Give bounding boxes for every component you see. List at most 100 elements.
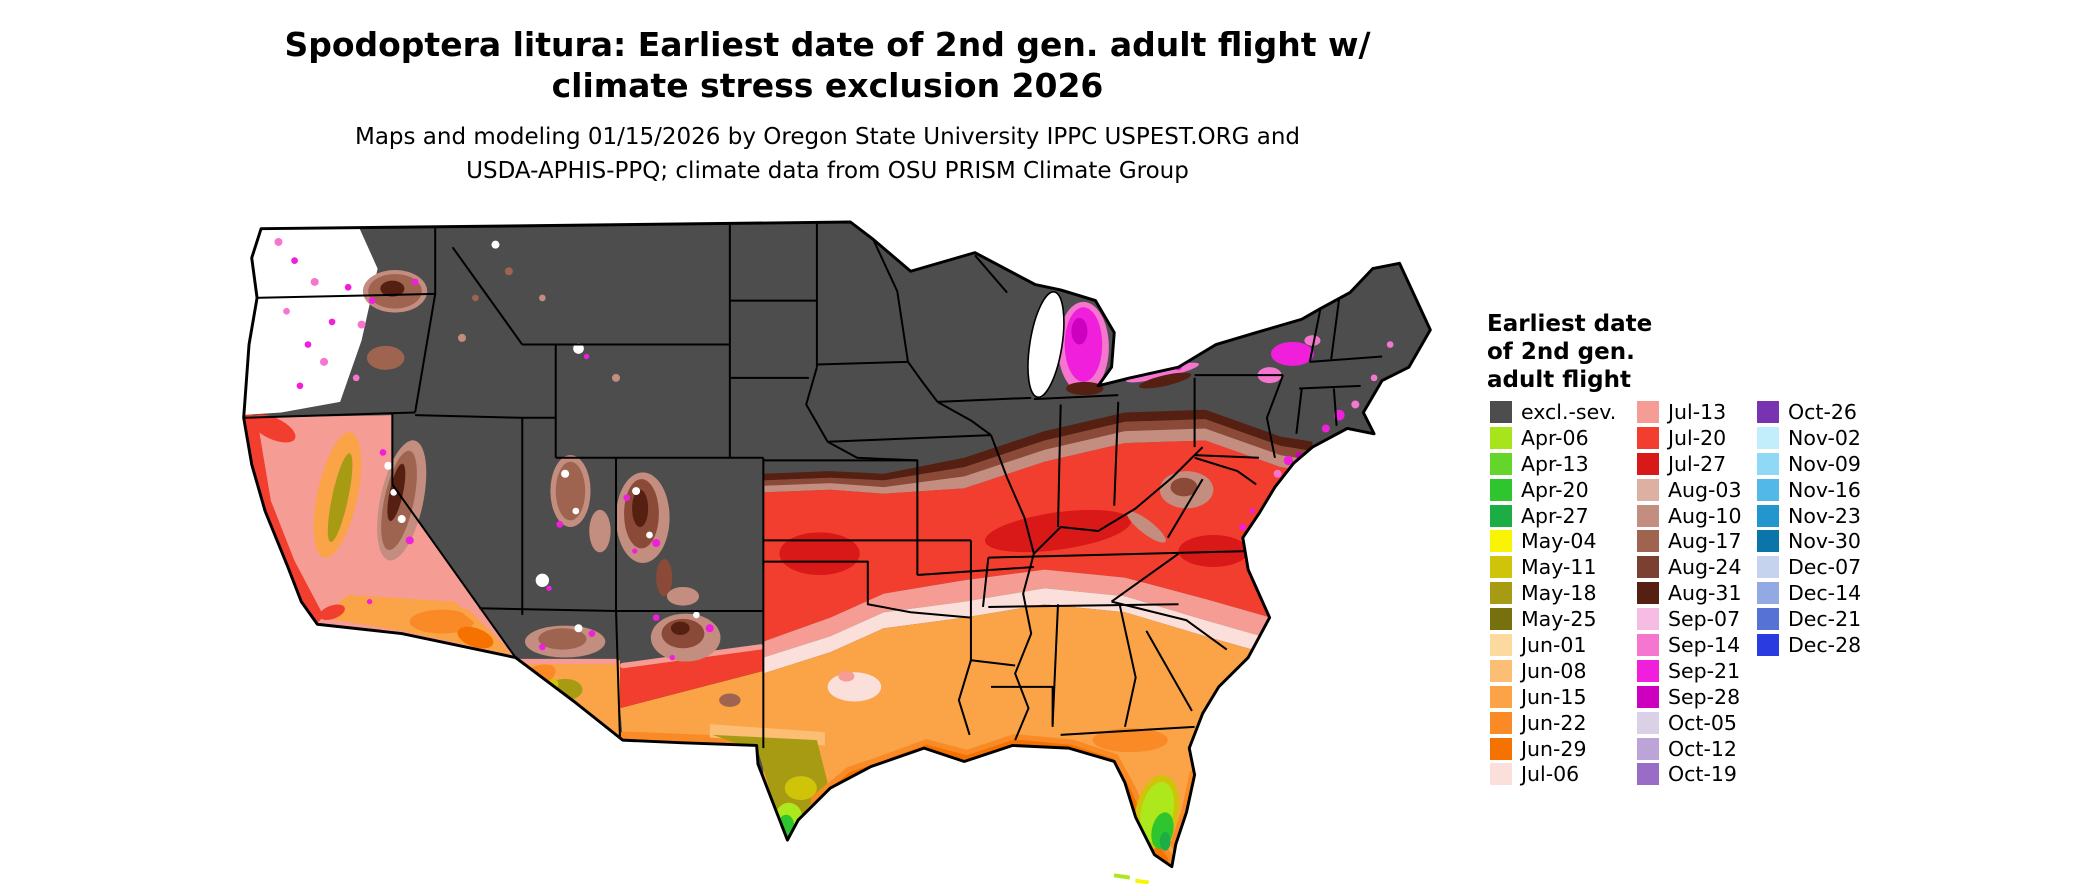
legend-swatch: [1757, 400, 1779, 423]
us-map: [242, 220, 1432, 884]
legend-item: Nov-30: [1757, 528, 1861, 554]
legend-label: Oct-12: [1668, 736, 1737, 761]
legend-label: May-18: [1521, 581, 1597, 606]
us-outline: [242, 220, 1432, 869]
legend-item: Aug-24: [1637, 554, 1742, 580]
legend-swatch: [1490, 737, 1512, 760]
legend-column-3: Oct-26 Nov-02 Nov-09 Nov-16 Nov-23 Nov-30 Dec-…: [1757, 399, 1861, 658]
legend-swatch: [1490, 582, 1512, 605]
state-borders: [243, 221, 1383, 749]
legend-item: Dec-14: [1757, 580, 1861, 606]
florida-region: [1134, 775, 1180, 851]
legend-item: Nov-16: [1757, 477, 1861, 503]
legend-swatch: [1757, 478, 1779, 501]
legend-swatch: [1757, 504, 1779, 527]
legend-swatch: [1490, 763, 1512, 786]
legend-swatch: [1637, 608, 1659, 631]
legend-swatch: [1637, 763, 1659, 786]
legend-column-2: Jul-13 Jul-20 Jul-27 Aug-03 Aug-10 Aug-17 Aug-…: [1637, 399, 1742, 787]
legend-label: Dec-07: [1788, 555, 1862, 580]
legend-label: Jun-01: [1521, 632, 1587, 657]
page-title: Spodoptera litura: Earliest date of 2nd …: [0, 24, 1655, 106]
legend-label: Nov-02: [1788, 425, 1861, 450]
legend-swatch: [1757, 426, 1779, 449]
legend-swatch: [1490, 659, 1512, 682]
legend-item: Jun-29: [1490, 736, 1616, 762]
legend-title-line-1: Earliest date: [1487, 311, 1653, 337]
legend-label: Apr-20: [1521, 477, 1589, 502]
midwest-magenta-region: [1057, 301, 1200, 396]
northeast-magenta-region: [1257, 335, 1394, 478]
legend-title: Earliest date of 2nd gen. adult flight: [1487, 310, 1652, 394]
legend-item: Aug-10: [1637, 503, 1742, 529]
legend-swatch: [1490, 530, 1512, 553]
legend-item: Jun-08: [1490, 658, 1616, 684]
legend-item: May-04: [1490, 528, 1616, 554]
legend-label: Sep-07: [1668, 607, 1741, 632]
legend-label: Nov-23: [1788, 503, 1861, 528]
legend-label: May-11: [1521, 555, 1597, 580]
legend-swatch: [1637, 659, 1659, 682]
legend-title-line-3: adult flight: [1487, 367, 1632, 393]
legend-item: Aug-31: [1637, 580, 1742, 606]
legend-label: Jun-08: [1521, 658, 1587, 683]
legend-item: Jun-15: [1490, 684, 1616, 710]
legend-swatch: [1637, 400, 1659, 423]
legend-swatch: [1637, 582, 1659, 605]
legend-item: Apr-13: [1490, 451, 1616, 477]
legend-item: Nov-02: [1757, 425, 1861, 451]
legend-label: Oct-26: [1788, 399, 1857, 424]
legend-label: Jun-22: [1521, 710, 1587, 735]
legend-item: Jun-01: [1490, 632, 1616, 658]
legend-swatch: [1637, 478, 1659, 501]
legend-swatch: [1637, 530, 1659, 553]
legend-item: Jul-27: [1637, 451, 1742, 477]
legend-item: May-18: [1490, 580, 1616, 606]
legend-item: Oct-19: [1637, 761, 1742, 787]
legend-item: Jul-20: [1637, 425, 1742, 451]
legend-label: Jul-27: [1668, 451, 1727, 476]
legend-label: Sep-28: [1668, 684, 1741, 709]
legend-label: Sep-21: [1668, 658, 1741, 683]
legend-label: Jul-13: [1668, 399, 1727, 424]
florida-keys: [1113, 873, 1149, 884]
legend-swatch: [1490, 452, 1512, 475]
legend-swatch: [1637, 685, 1659, 708]
legend-label: Aug-17: [1668, 529, 1742, 554]
legend-label: May-04: [1521, 529, 1597, 554]
legend-item: Jun-22: [1490, 710, 1616, 736]
legend-swatch: [1637, 426, 1659, 449]
pnw-region: [243, 221, 428, 416]
legend-item: Jul-13: [1637, 399, 1742, 425]
legend-swatch: [1757, 556, 1779, 579]
legend-item: Oct-26: [1757, 399, 1861, 425]
legend-label: Jun-15: [1521, 684, 1587, 709]
legend-swatch: [1490, 711, 1512, 734]
rockies-region: [457, 240, 700, 606]
legend-item: Sep-21: [1637, 658, 1742, 684]
legend-swatch: [1637, 633, 1659, 656]
legend-item: Aug-17: [1637, 528, 1742, 554]
legend-label: Dec-28: [1788, 632, 1862, 657]
legend-swatch: [1637, 452, 1659, 475]
legend-item: Dec-28: [1757, 632, 1861, 658]
legend-label: Nov-30: [1788, 529, 1861, 554]
legend-item: Sep-07: [1637, 606, 1742, 632]
legend-swatch: [1757, 452, 1779, 475]
legend-label: Jul-06: [1521, 762, 1580, 787]
legend-label: Aug-24: [1668, 555, 1742, 580]
legend-swatch: [1757, 608, 1779, 631]
subtitle-line-2: USDA-APHIS-PPQ; climate data from OSU PR…: [466, 158, 1189, 184]
legend-swatch: [1757, 633, 1779, 656]
legend-column-1: excl.-sev. Apr-06 Apr-13 Apr-20 Apr-27 May-04…: [1490, 399, 1616, 787]
legend-swatch: [1490, 426, 1512, 449]
legend-label: Jun-29: [1521, 736, 1587, 761]
legend-label: Apr-06: [1521, 425, 1589, 450]
legend-item: Sep-14: [1637, 632, 1742, 658]
texas-region: [709, 670, 882, 837]
legend-swatch: [1637, 504, 1659, 527]
legend-label: Aug-03: [1668, 477, 1742, 502]
legend-label: May-25: [1521, 607, 1597, 632]
legend-label: Sep-14: [1668, 632, 1741, 657]
